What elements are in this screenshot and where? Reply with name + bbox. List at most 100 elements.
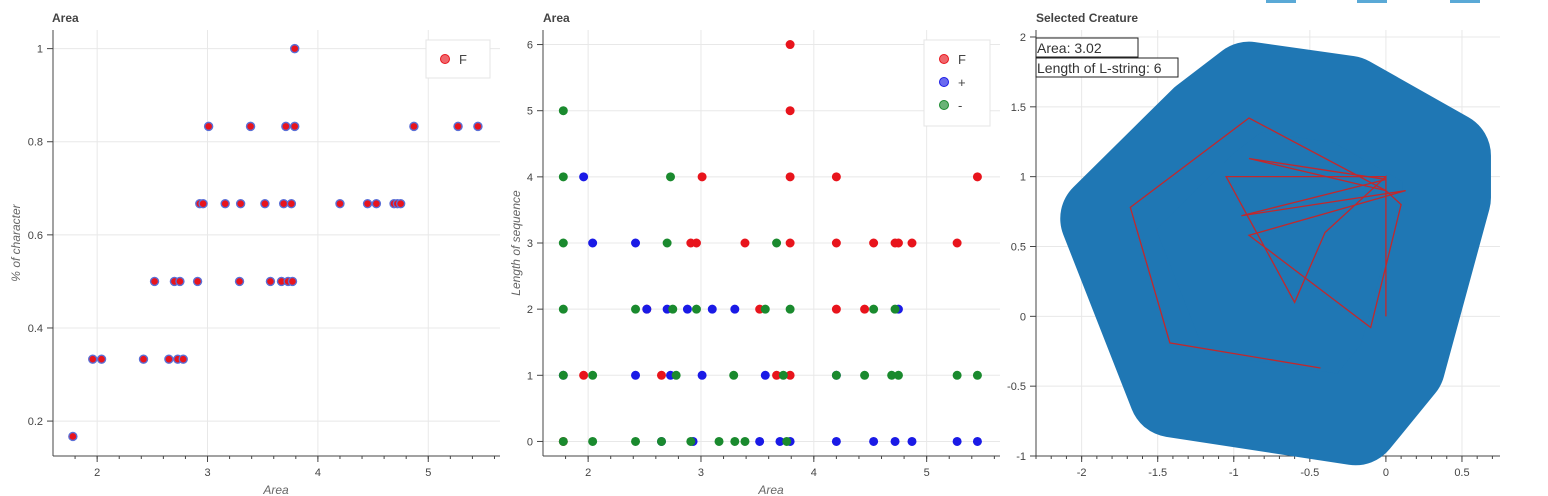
data-point xyxy=(588,370,598,380)
y-tick-label: 0.6 xyxy=(28,230,43,242)
data-point xyxy=(907,436,917,446)
data-point xyxy=(666,172,676,182)
data-point xyxy=(707,304,717,314)
y-axis: 0 1 2 3 4 5 6 xyxy=(527,30,544,456)
data-point xyxy=(362,198,373,209)
annotation-box: Area: 3.02 Length of L-string: 6 xyxy=(1035,37,1179,78)
data-point xyxy=(260,198,270,209)
data-point xyxy=(860,304,870,314)
plot-area xyxy=(53,30,500,456)
data-point xyxy=(972,436,982,446)
data-point xyxy=(235,198,246,209)
legend-label-f: F xyxy=(958,52,966,67)
data-point xyxy=(952,238,962,248)
data-point xyxy=(631,238,641,248)
legend[interactable]: F xyxy=(425,39,491,79)
data-point xyxy=(558,370,568,380)
toolbar-button-1[interactable] xyxy=(1266,0,1296,3)
chart-title: Area xyxy=(52,11,79,25)
data-point xyxy=(831,436,841,446)
grid xyxy=(53,30,500,456)
data-point xyxy=(760,304,770,314)
data-point xyxy=(558,304,568,314)
x-tick-label: 5 xyxy=(924,467,930,479)
data-point xyxy=(785,172,795,182)
x-tick-label: 3 xyxy=(204,467,210,479)
y-tick-label: 2 xyxy=(527,304,533,316)
scatter-chart-percent[interactable]: Area 2 3 4 5 0.2 0.4 0.6 0.8 1 Area % of charac… xyxy=(9,11,500,496)
data-point xyxy=(952,370,962,380)
data-point xyxy=(178,354,188,364)
data-point xyxy=(175,276,185,287)
data-point xyxy=(287,276,298,287)
data-point xyxy=(785,106,795,116)
data-point xyxy=(371,198,382,209)
y-tick-label: 0 xyxy=(527,436,533,448)
data-point xyxy=(149,276,160,287)
data-point xyxy=(778,370,788,380)
data-point xyxy=(668,304,678,314)
data-point xyxy=(192,276,203,287)
x-tick-label: 2 xyxy=(585,467,591,479)
data-point xyxy=(278,198,289,209)
data-point xyxy=(281,121,291,132)
data-point xyxy=(952,436,962,446)
data-point xyxy=(409,121,419,132)
toolbar-button-3[interactable] xyxy=(1450,0,1480,3)
data-point xyxy=(335,198,345,209)
data-point xyxy=(860,370,870,380)
data-point xyxy=(631,370,641,380)
data-point xyxy=(203,121,214,132)
data-point xyxy=(68,431,78,442)
legend-label-f: F xyxy=(459,52,467,67)
legend-label-minus: - xyxy=(958,98,962,113)
data-point xyxy=(631,304,641,314)
data-point xyxy=(686,436,696,446)
data-point xyxy=(893,370,903,380)
data-point xyxy=(96,354,107,364)
legend-label-plus: + xyxy=(958,75,966,90)
x-tick-label: -0.5 xyxy=(1300,467,1319,479)
creature-chart[interactable]: Selected Creature -2 -1.5 -1 -0.5 0 0.5 -1 -0.… xyxy=(1007,11,1500,479)
y-tick-label: 2 xyxy=(1020,32,1026,44)
x-tick-label: 0 xyxy=(1383,467,1389,479)
data-point xyxy=(729,370,739,380)
data-point xyxy=(782,436,792,446)
data-point xyxy=(697,370,707,380)
data-point xyxy=(290,121,300,132)
data-point xyxy=(245,121,256,132)
data-point xyxy=(785,40,795,50)
x-axis: 2 3 4 5 xyxy=(53,455,500,479)
legend[interactable]: F + - xyxy=(923,39,991,127)
data-point xyxy=(579,172,589,182)
scatter-chart-length[interactable]: Area 2 3 4 5 0 1 2 3 4 5 6 Area Length of sequenc… xyxy=(509,11,1000,496)
data-point xyxy=(265,276,276,287)
data-point xyxy=(831,304,841,314)
data-point xyxy=(558,172,568,182)
data-point xyxy=(972,172,982,182)
data-point xyxy=(893,238,903,248)
data-point xyxy=(869,304,879,314)
y-tick-label: 0.4 xyxy=(28,323,43,335)
y-tick-label: 1 xyxy=(37,44,43,56)
data-point xyxy=(473,121,483,132)
y-axis-label: Length of sequence xyxy=(509,190,523,296)
data-point xyxy=(714,436,724,446)
legend-marker-f xyxy=(939,54,949,64)
toolbar-button-2[interactable] xyxy=(1357,0,1387,3)
y-tick-label: 6 xyxy=(527,40,533,52)
data-point xyxy=(656,370,666,380)
x-axis: 2 3 4 5 xyxy=(543,455,1000,479)
data-point xyxy=(290,43,300,54)
data-point xyxy=(220,198,230,209)
data-point xyxy=(286,198,297,209)
data-point xyxy=(88,354,98,364)
data-point xyxy=(558,106,568,116)
y-axis: -1 -0.5 0 0.5 1 1.5 2 xyxy=(1007,30,1037,463)
data-point xyxy=(671,370,681,380)
data-point xyxy=(890,436,900,446)
y-tick-label: 5 xyxy=(527,106,533,118)
x-tick-label: 4 xyxy=(315,467,321,479)
data-point xyxy=(697,172,707,182)
data-point xyxy=(588,436,598,446)
